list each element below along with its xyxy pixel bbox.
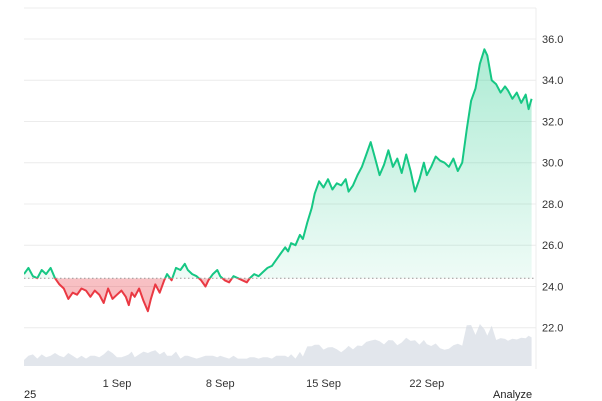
x-tick-label: 8 Sep bbox=[206, 378, 235, 390]
up-area-fill bbox=[24, 49, 532, 279]
volume-silhouette bbox=[24, 324, 532, 366]
price-line-up bbox=[24, 48, 533, 279]
y-tick-label: 26.0 bbox=[542, 240, 563, 252]
price-area-fills bbox=[24, 49, 532, 312]
y-axis-labels: 22.0 24.0 26.0 28.0 30.0 32.0 34.0 36.0 bbox=[542, 34, 563, 335]
price-line-down bbox=[34, 278, 252, 313]
y-tick-label: 34.0 bbox=[542, 75, 563, 87]
y-tick-label: 28.0 bbox=[542, 199, 563, 211]
y-tick-label: 30.0 bbox=[542, 158, 563, 170]
x-axis-start-label: 25 bbox=[24, 389, 37, 401]
volume-area bbox=[24, 324, 532, 366]
x-axis-labels: 1 Sep 8 Sep 15 Sep 22 Sep bbox=[103, 378, 445, 390]
x-tick-label: 1 Sep bbox=[103, 378, 132, 390]
x-tick-label: 15 Sep bbox=[306, 378, 341, 390]
y-tick-label: 32.0 bbox=[542, 116, 563, 128]
y-tick-label: 22.0 bbox=[542, 323, 563, 335]
price-lines bbox=[24, 48, 533, 313]
analyze-button[interactable]: Analyze bbox=[493, 389, 533, 401]
y-tick-label: 24.0 bbox=[542, 281, 563, 293]
x-tick-label: 22 Sep bbox=[409, 378, 444, 390]
y-tick-label: 36.0 bbox=[542, 34, 563, 46]
